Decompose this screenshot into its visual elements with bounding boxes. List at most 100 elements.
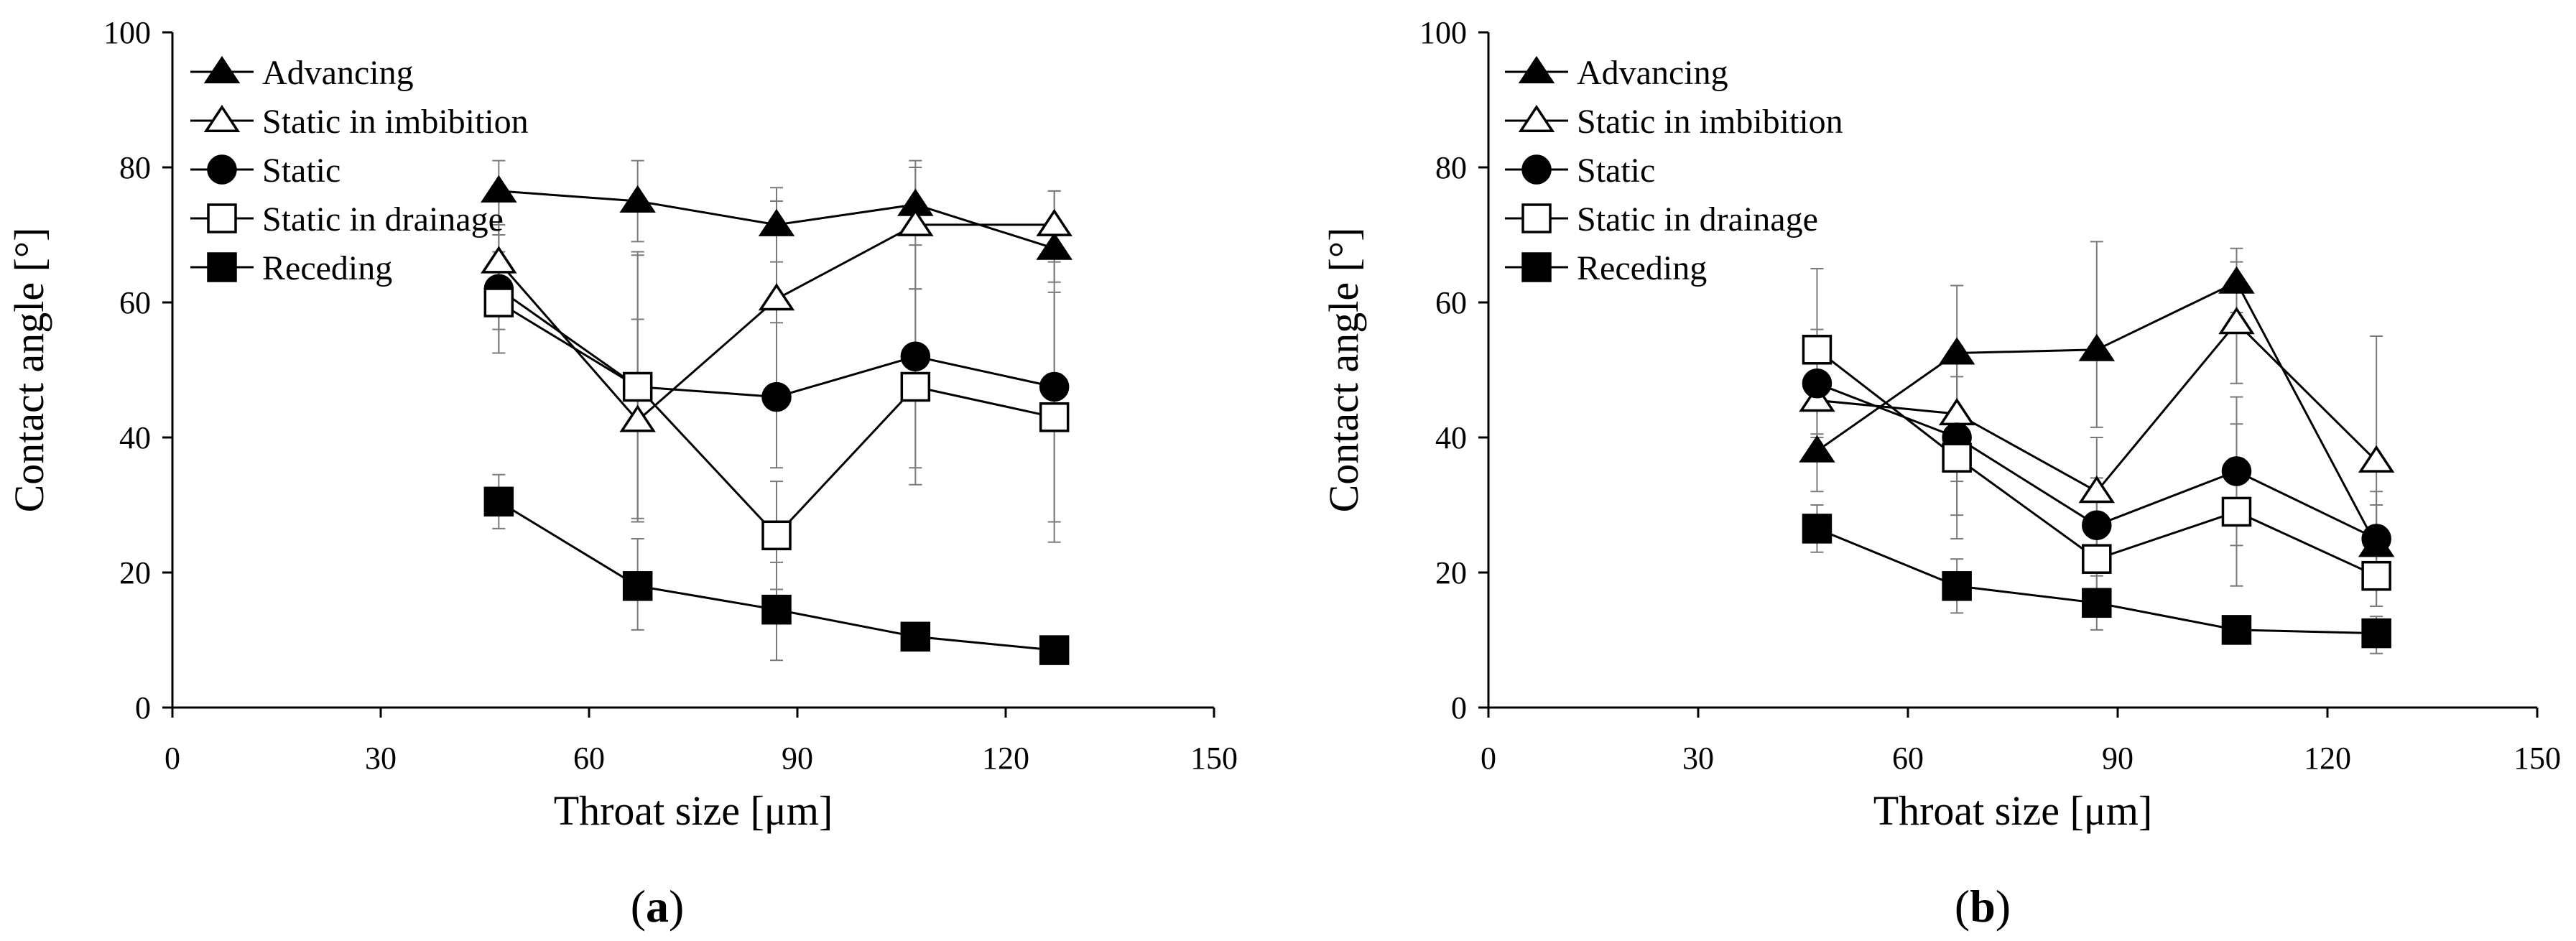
data-point	[2082, 588, 2112, 618]
chart-a-y-axis-title: Contact angle [°]	[6, 228, 52, 513]
data-point	[2361, 524, 2391, 554]
chart-b-series-receding	[1802, 514, 2391, 649]
data-point	[897, 208, 934, 236]
legend-marker	[1521, 252, 1552, 282]
chart-b-series-static	[1802, 368, 2391, 554]
data-point	[761, 520, 792, 551]
chart-b-y-tick-label: 60	[1435, 285, 1467, 320]
chart-a-y-tick-label: 0	[135, 690, 151, 726]
legend-label: Static	[1577, 152, 1655, 190]
data-point	[1938, 337, 1975, 365]
data-point	[483, 287, 514, 317]
chart-b-x-tick-label: 0	[1481, 741, 1496, 776]
data-point	[1036, 232, 1072, 260]
chart-b-series-static-in-imbibition	[1799, 307, 2395, 504]
legend-label: Static in drainage	[262, 200, 504, 238]
legend-marker	[207, 154, 237, 185]
caption-a-close: )	[669, 881, 684, 932]
data-point	[2218, 266, 2255, 294]
caption-a: (a)	[631, 881, 685, 932]
data-point	[481, 246, 517, 274]
data-point	[1802, 335, 1833, 365]
legend-label: Receding	[262, 249, 392, 287]
chart-a-x-tick-label: 90	[782, 741, 813, 776]
data-point	[2361, 560, 2391, 591]
legend-marker	[1521, 203, 1552, 233]
chart-a-x-tick-label: 30	[365, 741, 397, 776]
data-point	[1039, 371, 1070, 402]
chart-panel-a: 0 20 40 60 80 100 0 30 60 90 120 150 Throat size [μm…	[6, 15, 1238, 834]
data-point	[1799, 384, 1835, 412]
data-point	[481, 175, 517, 203]
legend-marker	[203, 104, 241, 132]
chart-b-x-tick-label: 90	[2102, 741, 2133, 776]
data-point	[1942, 442, 1972, 473]
chart-b-y-tick-label: 20	[1435, 555, 1467, 590]
data-point	[2358, 445, 2395, 473]
caption-b: (b)	[1955, 881, 2011, 932]
data-point	[1799, 435, 1835, 463]
data-point	[2082, 544, 2112, 574]
data-point	[900, 341, 931, 371]
caption-b-letter: b	[1970, 881, 1996, 932]
data-point	[622, 371, 653, 402]
chart-a-legend: Advancing Static in imbibition Static Stati…	[190, 54, 529, 287]
chart-a-y-tick-label: 60	[119, 285, 151, 320]
data-point	[1802, 514, 1833, 544]
chart-b-legend: Advancing Static in imbibition Static Stati…	[1505, 54, 1843, 287]
chart-b-x-tick-label: 30	[1682, 741, 1714, 776]
chart-b-y-tick-label: 0	[1451, 690, 1467, 726]
legend-label: Receding	[1577, 249, 1707, 287]
chart-b-y-tick-label: 100	[1419, 15, 1467, 50]
chart-a-x-tick-label: 150	[1190, 741, 1238, 776]
data-point	[2082, 510, 2112, 540]
data-point	[758, 208, 795, 236]
chart-panel-b: 0 20 40 60 80 100 0 30 60 90 120 150 Throat size [μm…	[1320, 15, 2561, 834]
chart-b-x-tick-label: 60	[1892, 741, 1924, 776]
chart-a-series-advancing	[481, 175, 1072, 260]
data-point	[622, 571, 653, 601]
data-point	[761, 594, 792, 625]
chart-a-y-tick-label: 40	[119, 420, 151, 455]
chart-b-y-axis-title: Contact angle [°]	[1320, 228, 1367, 513]
chart-a-x-tick-label: 120	[982, 741, 1029, 776]
data-point	[2218, 307, 2255, 335]
data-point	[2078, 333, 2116, 361]
data-point	[619, 404, 656, 432]
data-point	[900, 371, 931, 402]
data-point	[1802, 368, 1833, 399]
legend-marker	[1521, 154, 1552, 185]
chart-a-series-receding	[483, 486, 1070, 665]
caption-a-letter: a	[646, 881, 669, 932]
data-point	[2221, 496, 2252, 527]
chart-a-x-axis-title: Throat size [μm]	[554, 787, 833, 834]
legend-label: Static	[262, 152, 340, 190]
data-point	[758, 283, 795, 311]
caption-b-close: )	[1996, 881, 2011, 932]
chart-a-y-tick-label: 100	[103, 15, 151, 50]
legend-label: Advancing	[1577, 54, 1728, 92]
data-point	[2221, 456, 2252, 486]
chart-b-x-tick-label: 150	[2514, 741, 2561, 776]
data-point	[1039, 635, 1070, 665]
data-point	[483, 486, 514, 517]
data-point	[2361, 618, 2391, 649]
data-point	[619, 185, 656, 213]
caption-b-open: (	[1955, 881, 1970, 932]
legend-marker	[207, 252, 237, 282]
legend-label: Static in imbibition	[262, 103, 529, 141]
chart-b-y-tick-label: 40	[1435, 420, 1467, 455]
data-point	[900, 621, 931, 652]
chart-a-series-static-in-drainage	[483, 287, 1070, 551]
legend-marker	[1518, 55, 1555, 83]
chart-b-x-tick-label: 120	[2304, 741, 2351, 776]
data-point	[2078, 476, 2116, 504]
data-point	[1942, 571, 1972, 601]
data-point	[1039, 402, 1070, 432]
legend-label: Advancing	[262, 54, 414, 92]
caption-a-open: (	[631, 881, 646, 932]
legend-marker	[207, 203, 237, 233]
legend-marker	[203, 55, 241, 83]
chart-a-y-tick-label: 80	[119, 150, 151, 185]
